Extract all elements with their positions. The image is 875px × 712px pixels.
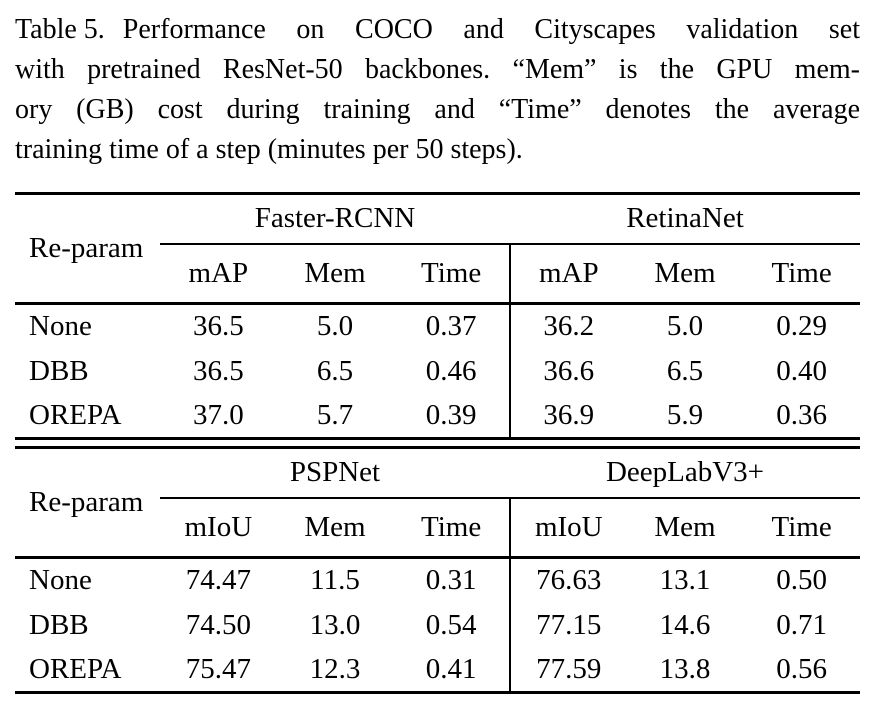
metric-header-mem: Mem (276, 243, 394, 305)
value-cell: 0.50 (776, 564, 828, 597)
table-row-dbb: DBB 74.50 13.0 0.54 77.15 14.6 0.71 (15, 602, 860, 648)
row-header-re-param: Re-param (15, 193, 160, 305)
value-cell: 36.5 (192, 310, 244, 343)
caption-line-4: training time of a step (minutes per 50 … (15, 134, 523, 165)
value-cell: 13.8 (659, 652, 711, 685)
row-label: OREPA (29, 398, 122, 431)
metric-header-row: mIoU Mem Time mIoU Mem Time (15, 497, 860, 559)
value-cell: 6.5 (316, 354, 354, 387)
value-cell: 74.50 (185, 608, 251, 641)
value-cell: 5.0 (666, 310, 704, 343)
value-cell: 0.56 (776, 652, 828, 685)
value-cell: 12.3 (309, 652, 361, 685)
caption-line-1: Table 5. Performance on COCO and Citysca… (15, 10, 860, 50)
value-cell: 36.6 (508, 348, 627, 394)
detection-results-table: Re-param Faster-RCNN RetinaNet mAP Mem T… (15, 192, 860, 440)
caption-line-3: ory (GB) cost during training and “Time”… (15, 94, 860, 125)
value-cell: 14.6 (659, 608, 711, 641)
metric-header-map: mAP (508, 243, 627, 305)
row-label: None (29, 310, 92, 343)
value-cell: 0.54 (425, 608, 477, 641)
value-cell: 0.31 (425, 564, 477, 597)
value-cell: 0.71 (776, 608, 828, 641)
value-cell: 76.63 (508, 557, 627, 603)
value-cell: 5.9 (666, 398, 704, 431)
metric-header-map: mAP (160, 243, 277, 305)
metric-header-time: Time (743, 243, 860, 305)
table-row-none: None 36.5 5.0 0.37 36.2 5.0 0.29 (15, 303, 860, 349)
table-row-orepa: OREPA 75.47 12.3 0.41 77.59 13.8 0.56 (15, 647, 860, 693)
value-cell: 36.9 (508, 393, 627, 439)
row-label: None (29, 564, 92, 597)
caption-table-label: Table 5. (15, 14, 105, 45)
caption-text: Performance on COCO and Cityscapes valid… (122, 14, 860, 45)
value-cell: 11.5 (310, 564, 360, 597)
row-label: DBB (29, 608, 89, 641)
metric-header-time: Time (393, 243, 510, 305)
metric-header-row: mAP Mem Time mAP Mem Time (15, 243, 860, 305)
value-cell: 37.0 (192, 398, 244, 431)
value-cell: 0.40 (776, 354, 828, 387)
row-header-re-param: Re-param (15, 447, 160, 559)
value-cell: 0.37 (425, 310, 477, 343)
value-cell: 75.47 (185, 652, 251, 685)
table-caption: Table 5. Performance on COCO and Citysca… (15, 10, 860, 170)
table-row-dbb: DBB 36.5 6.5 0.46 36.6 6.5 0.40 (15, 348, 860, 394)
value-cell: 5.7 (316, 398, 354, 431)
group-header-row: Re-param Faster-RCNN RetinaNet (15, 193, 860, 305)
value-cell: 74.47 (185, 564, 251, 597)
value-cell: 0.41 (425, 652, 477, 685)
value-cell: 36.2 (508, 303, 627, 349)
caption-line-2: with pretrained ResNet-50 backbones. “Me… (15, 54, 860, 85)
group-header-faster-rcnn: Faster-RCNN (160, 193, 510, 245)
group-header-row: Re-param PSPNet DeepLabV3+ (15, 447, 860, 559)
metric-header-mem: Mem (276, 497, 394, 559)
value-cell: 5.0 (316, 310, 354, 343)
value-cell: 13.1 (659, 564, 711, 597)
value-cell: 13.0 (309, 608, 361, 641)
metric-header-mem: Mem (626, 243, 744, 305)
row-label: OREPA (29, 652, 122, 685)
value-cell: 0.36 (776, 398, 828, 431)
group-header-deeplabv3plus: DeepLabV3+ (509, 447, 860, 499)
metric-header-mem: Mem (626, 497, 744, 559)
table-row-none: None 74.47 11.5 0.31 76.63 13.1 0.50 (15, 557, 860, 603)
value-cell: 0.29 (776, 310, 828, 343)
segmentation-results-table: Re-param PSPNet DeepLabV3+ mIoU Mem Time… (15, 446, 860, 694)
metric-header-miou: mIoU (160, 497, 277, 559)
group-header-retinanet: RetinaNet (509, 193, 860, 245)
metric-header-time: Time (393, 497, 510, 559)
value-cell: 6.5 (666, 354, 704, 387)
table-row-orepa: OREPA 37.0 5.7 0.39 36.9 5.9 0.36 (15, 393, 860, 439)
metric-header-time: Time (743, 497, 860, 559)
value-cell: 0.46 (425, 354, 477, 387)
row-label: DBB (29, 354, 89, 387)
value-cell: 0.39 (425, 398, 477, 431)
value-cell: 77.15 (508, 602, 627, 648)
value-cell: 36.5 (192, 354, 244, 387)
value-cell: 77.59 (508, 647, 627, 693)
group-header-pspnet: PSPNet (160, 447, 510, 499)
metric-header-miou: mIoU (508, 497, 627, 559)
